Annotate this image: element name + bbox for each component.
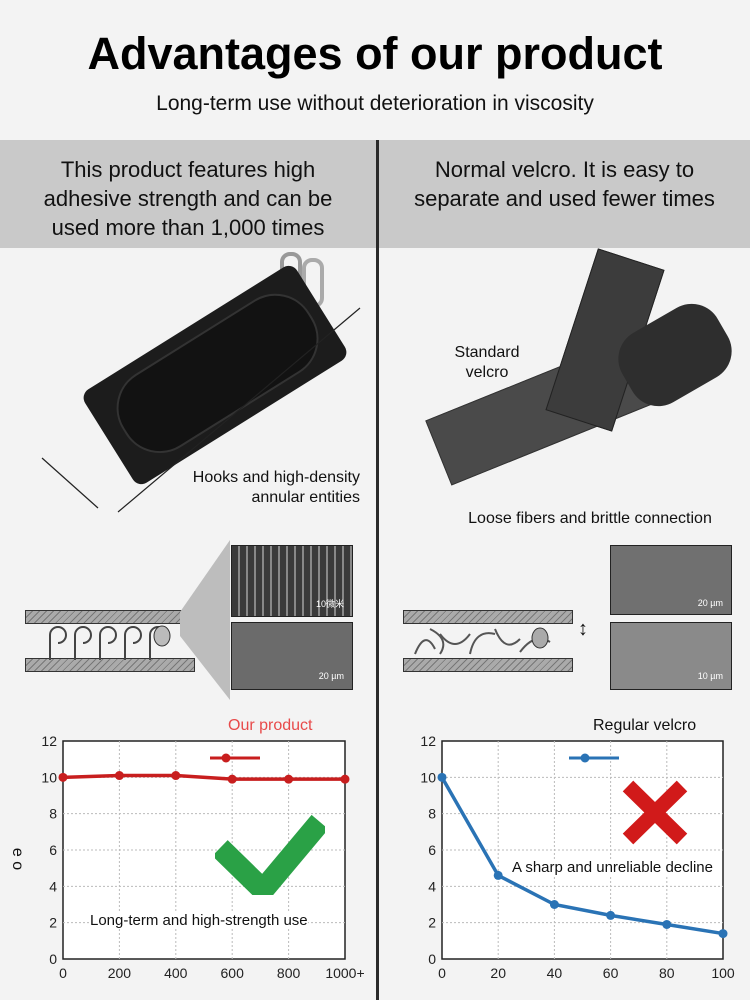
loose-fiber-diagram: ↕ 20 µm 10 µm xyxy=(400,540,740,700)
right-chart-annotation: A sharp and unreliable decline xyxy=(512,859,713,876)
y-tick-label: 10 xyxy=(41,769,57,785)
scale-label: 20 µm xyxy=(318,671,344,681)
y-tick-label: 8 xyxy=(428,806,436,822)
scale-label: 10微米 xyxy=(315,599,344,609)
hook-loop-diagram: ↕ 10微米 20 µm xyxy=(20,540,360,700)
x-tick-label: 40 xyxy=(547,965,563,981)
x-tick-label: 600 xyxy=(221,965,245,981)
x-tick-label: 800 xyxy=(277,965,301,981)
x-tick-label: 0 xyxy=(59,965,67,981)
y-tick-label: 2 xyxy=(428,915,436,931)
legend-marker xyxy=(580,753,590,763)
data-point xyxy=(549,900,559,909)
left-heading: This product features high adhesive stre… xyxy=(43,157,333,240)
legend-marker xyxy=(221,753,231,763)
chart-title-our-product: Our product xyxy=(228,717,313,734)
left-chart-annotation: Long-term and high-strength use xyxy=(90,912,308,929)
fibers-drawing xyxy=(414,627,551,655)
y-tick-label: 10 xyxy=(420,769,436,785)
micro-photo: 20 µm xyxy=(610,545,732,615)
right-heading-band: Normal velcro. It is easy to separate an… xyxy=(379,140,750,248)
data-point xyxy=(171,771,181,781)
x-tick-label: 0 xyxy=(438,965,446,981)
check-mark-icon xyxy=(215,814,325,895)
y-tick-label: 8 xyxy=(49,806,57,822)
x-tick-label: 400 xyxy=(164,965,188,981)
micro-photo: 20 µm xyxy=(231,622,353,690)
y-tick-label: 12 xyxy=(420,733,436,749)
micro-photo: 10微米 xyxy=(231,545,353,617)
product-photo xyxy=(40,250,370,520)
data-point xyxy=(606,910,616,920)
y-tick-label: 6 xyxy=(428,842,436,858)
double-arrow-icon: ↕ xyxy=(578,618,588,640)
y-tick-label: 0 xyxy=(49,951,57,967)
x-tick-label: 60 xyxy=(603,965,619,981)
scale-label: 20 µm xyxy=(697,598,723,608)
y-tick-label: 4 xyxy=(49,878,57,894)
data-point xyxy=(114,771,124,781)
y-tick-label: 0 xyxy=(428,951,436,967)
page-title: Advantages of our product xyxy=(87,28,663,79)
series-line xyxy=(440,776,724,936)
left-heading-band: This product features high adhesive stre… xyxy=(0,140,376,248)
regular-velcro-chart: 0 2 4 6 8 10 12 0 20 40 60 80 100 xyxy=(420,733,735,981)
chart-title-regular: Regular velcro xyxy=(593,717,697,734)
dimension-arrows xyxy=(41,307,361,513)
left-caption: Hooks and high-density annular entities xyxy=(192,469,360,506)
y-tick-label: 2 xyxy=(49,915,57,931)
fabric-layer xyxy=(403,658,573,672)
x-tick-label: 80 xyxy=(659,965,675,981)
x-tick-label: 1000+ xyxy=(325,965,364,981)
fabric-layer xyxy=(25,658,195,672)
data-point xyxy=(227,774,237,784)
photo-label: Standard velcro xyxy=(454,344,520,381)
x-tick-label: 200 xyxy=(108,965,132,981)
cross-mark-icon xyxy=(622,780,688,845)
data-point xyxy=(58,772,68,782)
data-point xyxy=(340,774,350,784)
y-tick-label: 4 xyxy=(428,878,436,894)
micro-photo: 10 µm xyxy=(610,622,732,690)
data-point xyxy=(437,772,447,782)
right-caption: Loose fibers and brittle connection xyxy=(468,510,712,527)
scale-label: 10 µm xyxy=(697,671,723,681)
data-point xyxy=(493,870,503,880)
x-tick-label: 100 xyxy=(711,965,735,981)
page-subtitle: Long-term use without deterioration in v… xyxy=(156,92,594,115)
data-point xyxy=(718,929,728,939)
fabric-layer xyxy=(403,610,573,624)
hooks-drawing xyxy=(49,625,171,660)
right-heading: Normal velcro. It is easy to separate an… xyxy=(414,157,715,211)
x-tick-label: 20 xyxy=(490,965,506,981)
y-tick-label: 6 xyxy=(49,842,57,858)
data-point xyxy=(662,919,672,929)
series-line xyxy=(62,773,345,781)
column-divider xyxy=(376,140,379,1000)
y-tick-label: 12 xyxy=(41,733,57,749)
data-point xyxy=(284,774,294,784)
